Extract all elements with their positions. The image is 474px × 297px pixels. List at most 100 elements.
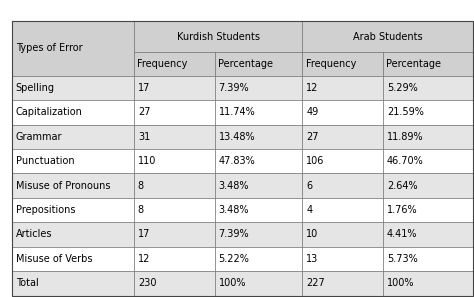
- Bar: [215, 149, 302, 173]
- Bar: [383, 76, 473, 100]
- Text: 8: 8: [138, 205, 144, 215]
- Bar: [134, 247, 215, 271]
- Text: 2.64%: 2.64%: [387, 181, 418, 191]
- Bar: [302, 52, 383, 76]
- Bar: [383, 222, 473, 247]
- Bar: [215, 76, 302, 100]
- Text: 7.39%: 7.39%: [219, 83, 249, 93]
- Bar: [12, 198, 134, 222]
- Bar: [12, 222, 134, 247]
- Text: 31: 31: [138, 132, 150, 142]
- Bar: [383, 173, 473, 198]
- Text: Misuse of Pronouns: Misuse of Pronouns: [16, 181, 110, 191]
- Text: Types of Error: Types of Error: [16, 43, 82, 53]
- Bar: [383, 100, 473, 124]
- Bar: [302, 247, 383, 271]
- Bar: [302, 149, 383, 173]
- Text: Articles: Articles: [16, 230, 52, 239]
- Text: Frequency: Frequency: [306, 59, 356, 69]
- Bar: [134, 198, 215, 222]
- Text: 5.29%: 5.29%: [387, 83, 418, 93]
- Text: 17: 17: [138, 230, 150, 239]
- Text: 100%: 100%: [387, 278, 414, 288]
- Text: 27: 27: [138, 107, 150, 117]
- Text: Punctuation: Punctuation: [16, 156, 74, 166]
- Bar: [134, 100, 215, 124]
- Bar: [215, 222, 302, 247]
- Text: Capitalization: Capitalization: [16, 107, 82, 117]
- Text: 3.48%: 3.48%: [219, 205, 249, 215]
- Text: 3.48%: 3.48%: [219, 181, 249, 191]
- Text: 5.73%: 5.73%: [387, 254, 418, 264]
- Text: Percentage: Percentage: [386, 59, 441, 69]
- Bar: [215, 271, 302, 296]
- Text: Spelling: Spelling: [16, 83, 55, 93]
- Bar: [12, 271, 134, 296]
- Text: 12: 12: [306, 83, 319, 93]
- Text: 227: 227: [306, 278, 325, 288]
- Bar: [383, 247, 473, 271]
- Text: 8: 8: [138, 181, 144, 191]
- Bar: [302, 100, 383, 124]
- Text: Arab Students: Arab Students: [353, 31, 422, 42]
- Text: 10: 10: [306, 230, 319, 239]
- Text: 1.76%: 1.76%: [387, 205, 418, 215]
- Text: 4: 4: [306, 205, 312, 215]
- Bar: [215, 198, 302, 222]
- Text: Misuse of Verbs: Misuse of Verbs: [16, 254, 92, 264]
- Bar: [134, 222, 215, 247]
- Text: 106: 106: [306, 156, 325, 166]
- Bar: [302, 124, 383, 149]
- Bar: [134, 124, 215, 149]
- Text: 4.41%: 4.41%: [387, 230, 418, 239]
- Bar: [302, 173, 383, 198]
- Text: Grammar: Grammar: [16, 132, 62, 142]
- Bar: [302, 76, 383, 100]
- Text: 46.70%: 46.70%: [387, 156, 424, 166]
- Bar: [12, 76, 134, 100]
- Text: 5.22%: 5.22%: [219, 254, 249, 264]
- Bar: [134, 76, 215, 100]
- Text: 6: 6: [306, 181, 312, 191]
- Bar: [12, 21, 134, 76]
- Text: 12: 12: [138, 254, 150, 264]
- Text: 21.59%: 21.59%: [387, 107, 424, 117]
- Bar: [302, 222, 383, 247]
- Bar: [12, 247, 134, 271]
- Bar: [134, 21, 302, 52]
- Text: 13: 13: [306, 254, 319, 264]
- Text: 27: 27: [306, 132, 319, 142]
- Text: 7.39%: 7.39%: [219, 230, 249, 239]
- Bar: [383, 271, 473, 296]
- Bar: [134, 271, 215, 296]
- Bar: [302, 21, 473, 52]
- Bar: [215, 52, 302, 76]
- Bar: [12, 149, 134, 173]
- Bar: [134, 52, 215, 76]
- Text: Frequency: Frequency: [137, 59, 188, 69]
- Bar: [383, 198, 473, 222]
- Bar: [12, 124, 134, 149]
- Bar: [383, 124, 473, 149]
- Text: Prepositions: Prepositions: [16, 205, 75, 215]
- Text: 47.83%: 47.83%: [219, 156, 255, 166]
- Text: 11.74%: 11.74%: [219, 107, 255, 117]
- Text: Percentage: Percentage: [218, 59, 273, 69]
- Bar: [12, 100, 134, 124]
- Bar: [134, 173, 215, 198]
- Bar: [302, 271, 383, 296]
- Text: 49: 49: [306, 107, 319, 117]
- Bar: [215, 100, 302, 124]
- Text: 13.48%: 13.48%: [219, 132, 255, 142]
- Bar: [215, 173, 302, 198]
- Text: 11.89%: 11.89%: [387, 132, 424, 142]
- Bar: [383, 149, 473, 173]
- Bar: [383, 52, 473, 76]
- Text: 100%: 100%: [219, 278, 246, 288]
- Text: 17: 17: [138, 83, 150, 93]
- Bar: [12, 173, 134, 198]
- Text: 110: 110: [138, 156, 156, 166]
- Text: Kurdish Students: Kurdish Students: [177, 31, 260, 42]
- Bar: [215, 124, 302, 149]
- Text: Total: Total: [16, 278, 38, 288]
